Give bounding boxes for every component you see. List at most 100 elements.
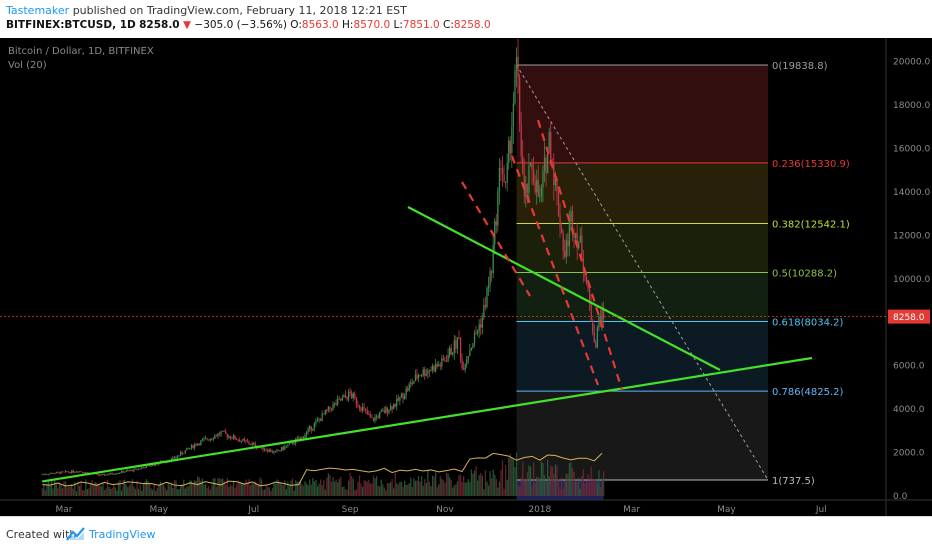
volume-bar	[543, 475, 546, 496]
volume-bar	[526, 472, 529, 496]
fib-zone	[516, 65, 768, 163]
candle-body	[557, 190, 560, 216]
chart-title: Bitcoin / Dollar, 1D, BITFINEX	[8, 46, 154, 57]
volume-bar	[337, 482, 339, 496]
candle-body	[357, 404, 359, 406]
candle-body	[599, 316, 602, 325]
volume-bar	[599, 487, 602, 496]
drawings[interactable]: 8258.0	[0, 119, 930, 483]
volume-bar	[447, 473, 449, 496]
candle-body	[131, 469, 134, 472]
candle-body	[344, 395, 347, 397]
candle-body	[310, 426, 312, 431]
volume-bar	[408, 483, 410, 496]
author-link[interactable]: Tastemaker	[6, 4, 70, 17]
x-tick-label: Mar	[623, 505, 640, 515]
volume-bar	[570, 462, 572, 496]
candle-body	[545, 157, 547, 174]
volume-bar	[480, 473, 482, 496]
volume-bar	[291, 478, 294, 496]
volume-bar	[72, 488, 75, 496]
candle-body	[363, 407, 365, 409]
candle-body	[223, 430, 225, 432]
candle-body	[581, 235, 583, 259]
candle-body	[284, 446, 286, 450]
candle-body	[421, 375, 423, 377]
volume-bar	[411, 486, 413, 496]
volume-bar	[512, 459, 515, 496]
candle-body	[431, 365, 434, 371]
candle-body	[491, 271, 493, 273]
volume-bar	[528, 465, 530, 496]
volume-bar	[128, 485, 130, 496]
candle-body	[234, 435, 236, 440]
volume-bar	[158, 484, 160, 496]
candle-body	[441, 358, 443, 367]
candle-body	[494, 221, 496, 245]
candle-body	[102, 474, 104, 475]
candle-body	[127, 470, 129, 472]
volume-bar	[296, 481, 298, 496]
volume-bar	[117, 482, 120, 496]
candle-body	[422, 369, 424, 376]
volume-bar	[505, 465, 507, 496]
volume-bar	[357, 481, 359, 496]
candle-body	[459, 338, 462, 359]
volume-bar	[578, 477, 580, 496]
volume-bar	[240, 482, 242, 496]
candle-body	[509, 140, 511, 154]
volume-bar	[386, 482, 389, 496]
candle-body	[466, 359, 468, 365]
volume-bar	[293, 490, 295, 496]
volume-bar	[338, 479, 340, 496]
x-tick-label: Jul	[247, 505, 259, 515]
volume-bar	[501, 460, 504, 496]
channel-line-mid	[510, 155, 600, 386]
candle-body	[299, 437, 302, 440]
volume-bar	[332, 477, 334, 496]
volume-bar	[417, 476, 420, 496]
fibonacci-retracement[interactable]: 0(19838.8) 0.236(15330.9) 0.382(12542.1) 0.…	[516, 61, 850, 500]
price-axis[interactable]: 20000.0 18000.0 16000.0 14000.0 12000.0 10000…	[893, 58, 930, 503]
volume-bar	[41, 488, 43, 496]
candle-body	[150, 465, 152, 467]
candle-body	[80, 471, 82, 473]
volume-bar	[416, 480, 418, 496]
volume-bar	[410, 477, 412, 496]
candle-body	[402, 393, 404, 399]
candle-body	[173, 457, 176, 459]
candle-body	[172, 457, 174, 459]
candle-body	[352, 393, 354, 399]
tradingview-link[interactable]: TradingView	[89, 528, 156, 541]
fib-level-label: 0.236(15330.9)	[772, 159, 850, 170]
candle-body	[291, 441, 294, 445]
volume-bar	[394, 472, 396, 496]
volume-bar	[190, 480, 193, 496]
volume-bar	[492, 469, 494, 496]
volume-bar	[313, 481, 316, 496]
volume-bar	[430, 486, 432, 496]
volume-bar	[514, 466, 516, 496]
volume-bar	[229, 483, 232, 496]
candle-body	[253, 443, 255, 445]
time-axis[interactable]: Mar May Jul Sep Nov 2018 Mar May Jul	[55, 505, 826, 515]
candle-body	[232, 435, 235, 439]
tradingview-logo-icon[interactable]	[66, 527, 86, 541]
candle-body	[305, 431, 308, 436]
volume-bar	[298, 481, 300, 496]
volume-bar	[203, 484, 205, 496]
candle-body	[330, 408, 333, 410]
volume-bar	[529, 466, 532, 496]
volume-bar	[239, 481, 241, 496]
candle-body	[444, 360, 446, 361]
volume-bar	[301, 484, 303, 496]
candle-body	[386, 407, 389, 413]
candle-body	[403, 395, 406, 399]
volume-bar	[491, 478, 493, 496]
chart-area[interactable]: 0(19838.8) 0.236(15330.9) 0.382(12542.1) 0.…	[0, 38, 932, 516]
candle-body	[475, 332, 477, 334]
volume-bar	[243, 483, 246, 496]
volume-bar	[565, 473, 567, 496]
candle-body	[602, 309, 605, 319]
price-chart[interactable]: 0(19838.8) 0.236(15330.9) 0.382(12542.1) 0.…	[0, 38, 932, 516]
